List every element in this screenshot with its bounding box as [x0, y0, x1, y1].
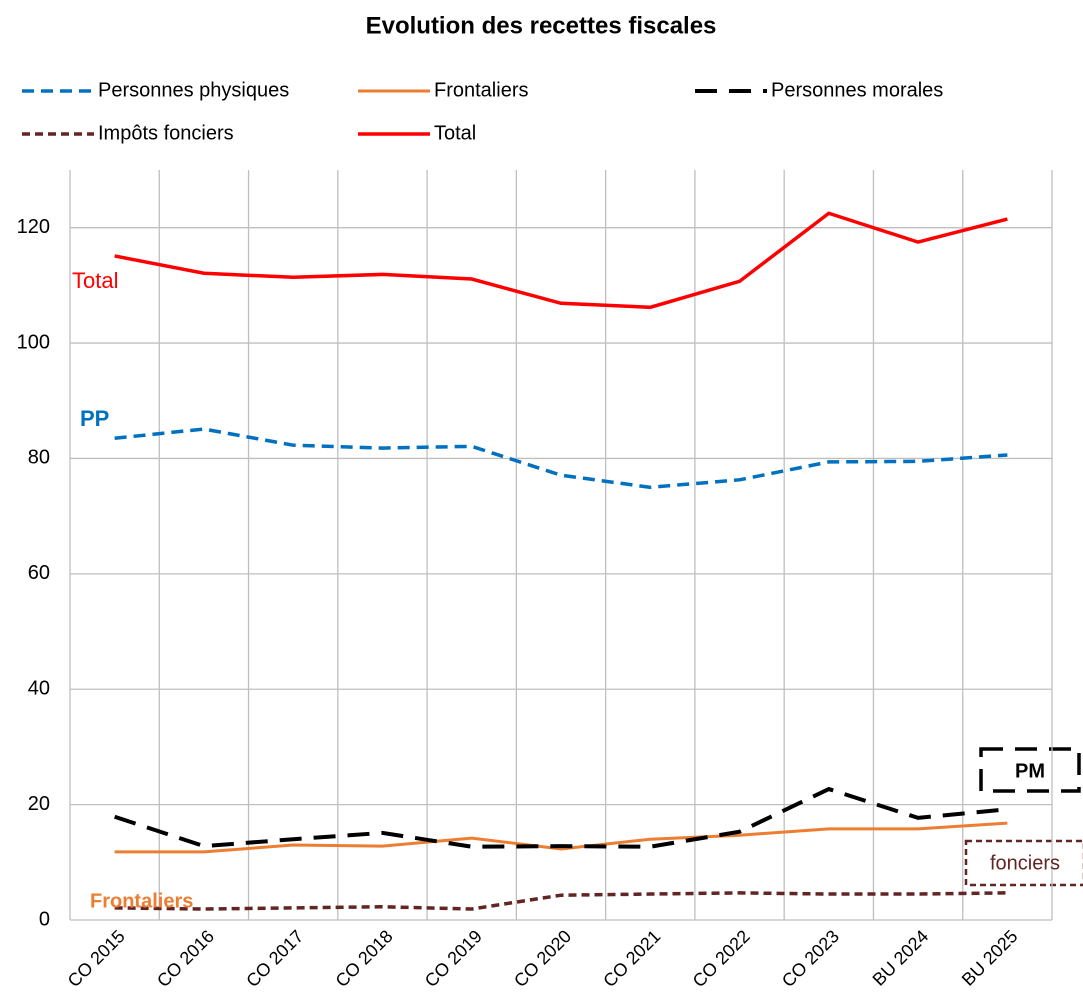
- series-line: [114, 891, 1008, 911]
- annotation: Total: [72, 268, 118, 293]
- x-tick-label: CO 2017: [242, 926, 307, 991]
- chart-title: Evolution des recettes fiscales: [366, 12, 717, 39]
- annotation: fonciers: [990, 852, 1060, 874]
- legend-label: Impôts fonciers: [98, 122, 234, 144]
- x-tick-label: CO 2022: [689, 926, 754, 991]
- y-tick-label: 60: [28, 562, 50, 584]
- x-tick-label: CO 2018: [332, 926, 397, 991]
- x-tick-label: CO 2015: [64, 926, 129, 991]
- x-tick-label: CO 2020: [510, 926, 575, 991]
- y-tick-label: 0: [39, 908, 50, 930]
- legend-label: Frontaliers: [434, 79, 528, 101]
- y-tick-label: 40: [28, 678, 50, 700]
- annotation: PM: [1015, 760, 1045, 782]
- x-tick-label: CO 2019: [421, 926, 486, 991]
- y-tick-label: 80: [28, 447, 50, 469]
- legend-label: Personnes morales: [771, 79, 943, 101]
- x-tick-label: BU 2024: [869, 926, 933, 990]
- annotation-box: [964, 839, 1083, 887]
- y-tick-label: 100: [17, 331, 50, 353]
- annotation-box: [979, 747, 1081, 793]
- x-tick-label: CO 2021: [599, 926, 664, 991]
- y-tick-label: 120: [17, 216, 50, 238]
- legend-label: Personnes physiques: [98, 79, 289, 101]
- legend-label: Total: [434, 122, 476, 144]
- annotation: PP: [80, 406, 109, 431]
- series-line: [114, 211, 1008, 310]
- x-tick-label: BU 2025: [958, 926, 1022, 990]
- y-tick-label: 20: [28, 793, 50, 815]
- x-tick-label: CO 2023: [778, 926, 843, 991]
- series-line: [114, 786, 1008, 849]
- series-line: [114, 821, 1008, 854]
- annotation: Frontaliers: [90, 890, 193, 912]
- x-tick-label: CO 2016: [153, 926, 218, 991]
